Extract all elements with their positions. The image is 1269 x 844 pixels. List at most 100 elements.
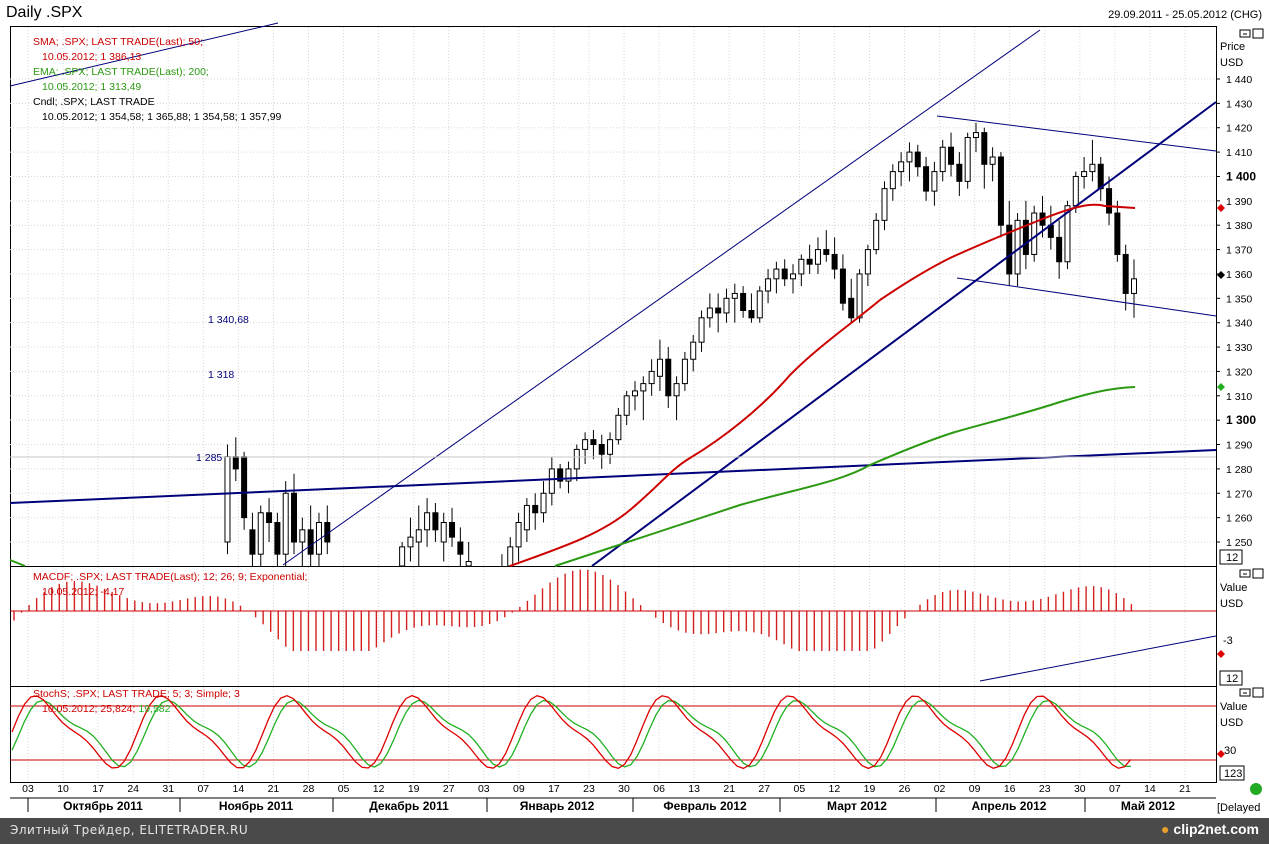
macd-box-label: 12 xyxy=(1226,673,1238,685)
price-tick-label: 1 410 xyxy=(1226,147,1252,159)
candle xyxy=(690,334,697,372)
legend-ema-line1: EMA; .SPX; LAST TRADE(Last); 200; xyxy=(33,66,209,78)
price-marker-icon xyxy=(1217,271,1225,279)
candle xyxy=(856,269,863,323)
price-tick-label: 1 430 xyxy=(1226,98,1252,110)
price-panel-controls[interactable] xyxy=(1239,28,1264,39)
x-month-label: Ноябрь 2011 xyxy=(219,799,294,813)
macd-legend-line1: MACDF; .SPX; LAST TRADE(Last); 12; 26; 9… xyxy=(33,571,307,583)
macd-legend-line2: 10.05.2012; -4,17 xyxy=(42,586,124,598)
candle xyxy=(939,139,946,182)
candle xyxy=(731,283,738,323)
x-day-label: 14 xyxy=(233,783,245,795)
x-day-label: 19 xyxy=(408,783,420,795)
x-month-label: Декабрь 2011 xyxy=(369,799,449,813)
price-tick-label: 1 360 xyxy=(1226,269,1252,281)
x-day-label: 21 xyxy=(1179,783,1191,795)
candle xyxy=(839,254,846,311)
candle xyxy=(923,156,930,201)
candle xyxy=(806,244,813,274)
legend-cndl-line1: Cndl; .SPX; LAST TRADE xyxy=(33,96,155,108)
x-month-label: Апрель 2012 xyxy=(972,799,1047,813)
status-dot-icon xyxy=(1250,783,1262,795)
candle xyxy=(756,286,763,323)
stoch-marker-icon xyxy=(1217,750,1225,758)
macd-axis-title: Value xyxy=(1220,582,1247,594)
candle xyxy=(956,152,963,196)
stoch-panel-controls[interactable] xyxy=(1239,687,1264,698)
price-tick-label: 1 420 xyxy=(1226,123,1252,135)
candle xyxy=(590,429,597,460)
candle xyxy=(773,261,780,294)
macd-axis-unit: USD xyxy=(1220,598,1243,610)
candle xyxy=(440,512,447,562)
footer-bar: Элитный Трейдер, ELITETRADER.RU ● clip2n… xyxy=(0,818,1269,844)
x-day-label: 03 xyxy=(22,783,34,795)
candle xyxy=(781,259,788,287)
candle xyxy=(681,351,688,391)
candle xyxy=(765,269,772,304)
candle xyxy=(981,127,988,189)
candle xyxy=(415,505,422,566)
sma-marker-icon xyxy=(1217,204,1225,212)
macd-panel-controls[interactable] xyxy=(1239,568,1264,579)
candle xyxy=(898,152,905,187)
candle xyxy=(648,359,655,396)
candle xyxy=(515,512,522,562)
candle xyxy=(573,444,580,482)
price-tick-label: 1 380 xyxy=(1226,220,1252,232)
x-day-label: 07 xyxy=(1109,783,1121,795)
chart-title: Daily .SPX xyxy=(6,4,83,21)
x-day-label: 07 xyxy=(197,783,209,795)
stoch-box-label: 123 xyxy=(1224,768,1242,780)
x-day-label: 09 xyxy=(969,783,981,795)
candle xyxy=(623,390,630,426)
candle xyxy=(457,527,464,566)
x-day-label: 10 xyxy=(57,783,69,795)
stoch-d-line xyxy=(11,699,1131,768)
x-day-label: 05 xyxy=(793,783,805,795)
legend-ema-line2: 10.05.2012; 1 313,49 xyxy=(42,81,141,93)
price-tick-label: 1 250 xyxy=(1226,537,1252,549)
x-month-label: Май 2012 xyxy=(1121,799,1176,813)
macd-marker-icon xyxy=(1217,650,1225,658)
candle xyxy=(399,542,406,567)
footer-text: Элитный Трейдер, ELITETRADER.RU xyxy=(10,823,249,837)
stoch-axis-unit: USD xyxy=(1220,717,1243,729)
candle xyxy=(1089,139,1096,182)
x-day-label: 14 xyxy=(1144,783,1156,795)
candle xyxy=(307,505,314,566)
candle xyxy=(548,456,555,506)
candle xyxy=(698,310,705,352)
legend-cndl-line2: 10.05.2012; 1 354,58; 1 365,88; 1 354,58… xyxy=(42,111,282,123)
price-box-label: 12 xyxy=(1226,552,1238,564)
candle xyxy=(224,444,231,555)
legend-sma-line1: SMA; .SPX; LAST TRADE(Last); 50; xyxy=(33,36,203,48)
candle xyxy=(740,286,747,318)
price-axis-unit: USD xyxy=(1220,57,1243,69)
candle xyxy=(931,161,938,206)
x-day-label: 03 xyxy=(478,783,490,795)
candle xyxy=(889,164,896,201)
stoch-axis-title: Value xyxy=(1220,701,1247,713)
candle xyxy=(565,461,572,494)
candle xyxy=(407,517,414,562)
candle xyxy=(1114,200,1121,262)
candle xyxy=(449,507,456,547)
candle xyxy=(274,512,281,566)
level-label-3: 1 285 xyxy=(196,452,222,464)
candle xyxy=(1131,259,1137,318)
candle xyxy=(266,498,273,542)
stoch-legend-line1: StochS; .SPX; LAST TRADE; 5; 3; Simple; … xyxy=(33,688,240,700)
candle xyxy=(906,142,913,182)
legend-sma-line2: 10.05.2012; 1 386,13 xyxy=(42,51,141,63)
candle xyxy=(540,481,547,523)
candle xyxy=(465,542,472,567)
sma-50-line xyxy=(509,203,1136,567)
candle xyxy=(848,278,855,323)
clip2net-logo[interactable]: ● clip2net.com xyxy=(1161,821,1259,837)
x-day-label: 12 xyxy=(373,783,385,795)
price-tick-label: 1 290 xyxy=(1226,440,1252,452)
candle xyxy=(1106,176,1113,226)
candle xyxy=(424,498,431,547)
